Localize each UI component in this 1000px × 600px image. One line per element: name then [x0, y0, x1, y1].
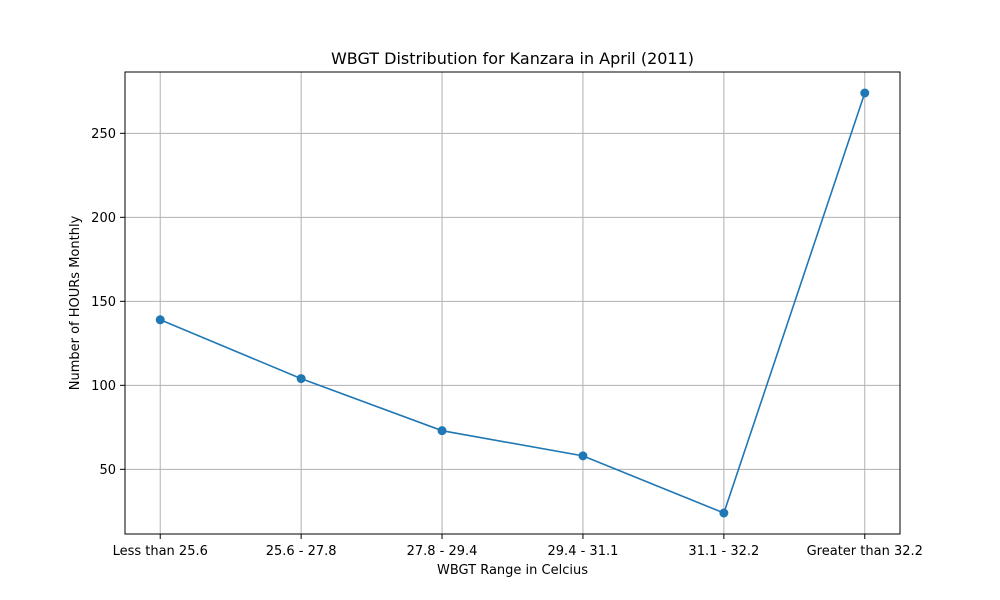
x-axis: Less than 25.6 25.6 - 27.8 27.8 - 29.4 29.4… — [113, 534, 923, 559]
plot-area-frame — [124, 71, 901, 535]
x-tick-label: 27.8 - 29.4 — [407, 544, 478, 559]
series-line — [159, 92, 866, 515]
series — [155, 88, 870, 518]
y-axis: 50 100 150 200 250 — [91, 127, 125, 478]
x-tick-label: 29.4 - 31.1 — [548, 544, 619, 559]
y-tick-label: 50 — [99, 463, 116, 478]
data-point — [860, 88, 870, 98]
data-point — [155, 315, 165, 325]
x-axis-label: WBGT Range in Celcius — [437, 563, 588, 578]
y-axis-label: Number of HOURs Monthly — [68, 215, 83, 390]
data-point — [578, 451, 588, 461]
x-tick-label: 31.1 - 32.2 — [688, 544, 759, 559]
y-tick-label: 100 — [91, 379, 116, 394]
data-point — [437, 426, 447, 436]
x-tick-label: 25.6 - 27.8 — [266, 544, 337, 559]
data-point — [296, 374, 306, 384]
chart-title: WBGT Distribution for Kanzara in April (… — [331, 49, 694, 68]
y-tick-label: 150 — [91, 295, 116, 310]
grid — [125, 72, 900, 534]
y-tick-label: 200 — [91, 211, 116, 226]
x-tick-label: Less than 25.6 — [113, 544, 208, 559]
y-tick-label: 250 — [91, 127, 116, 142]
x-tick-label: Greater than 32.2 — [807, 544, 923, 559]
data-point — [719, 508, 729, 518]
